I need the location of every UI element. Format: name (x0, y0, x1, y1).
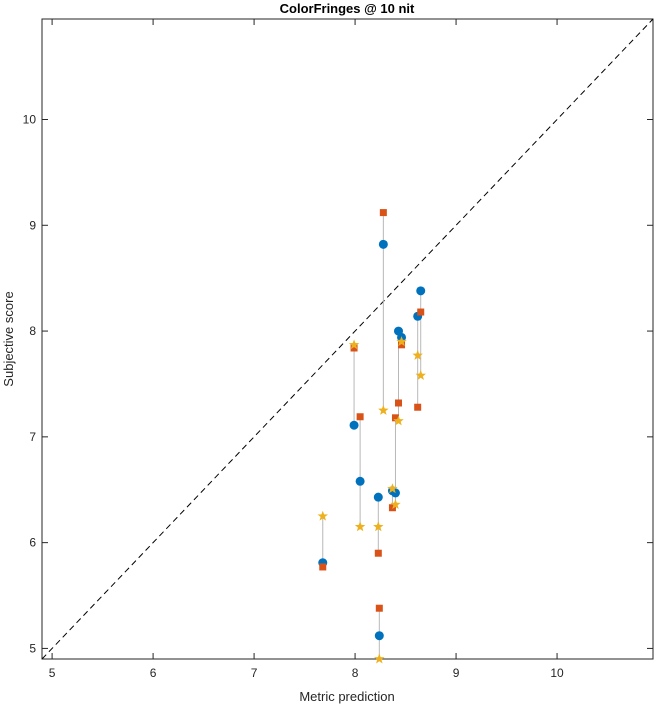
reference-diagonal-line (41, 18, 654, 660)
star-marker (317, 510, 328, 521)
square-marker (391, 414, 399, 422)
square-marker (356, 413, 364, 421)
y-tick-label: 6 (29, 536, 36, 550)
chart-title: ColorFringes @ 10 nit (280, 1, 415, 16)
star-marker (354, 521, 366, 532)
star-marker (393, 415, 404, 426)
square-marker (417, 308, 425, 316)
x-axis-label: Metric prediction (299, 689, 394, 704)
x-tick-label: 9 (453, 666, 460, 680)
circle-marker (416, 286, 426, 296)
y-tick-label: 7 (29, 430, 36, 444)
y-tick-label: 5 (29, 641, 36, 655)
star-marker (348, 339, 360, 350)
star-marker (378, 404, 389, 415)
circle-marker (355, 476, 365, 486)
x-tick-label: 5 (49, 666, 56, 680)
plot-area: 5 6 7 8 9 10 5 6 7 8 9 10 (23, 18, 654, 680)
square-marker (375, 604, 383, 612)
square-marker (398, 341, 406, 349)
square-marker (388, 504, 396, 512)
y-tick-label: 10 (23, 112, 37, 126)
circle-marker (374, 631, 384, 641)
plot-frame (41, 18, 654, 660)
circle-marker (378, 239, 388, 249)
star-marker (396, 336, 407, 347)
y-axis-label: Subjective score (1, 291, 16, 386)
square-marker (374, 549, 382, 557)
square-marker (395, 399, 403, 407)
x-tick-label: 7 (251, 666, 258, 680)
x-tick-label: 6 (150, 666, 157, 680)
star-marker (412, 349, 423, 360)
x-tick-label: 8 (352, 666, 359, 680)
square-marker (379, 209, 387, 217)
star-marker (390, 499, 401, 509)
y-tick-label: 8 (29, 324, 36, 338)
star-marker (373, 521, 384, 532)
square-marker (319, 563, 327, 571)
y-tick-label: 9 (29, 218, 36, 232)
star-marker (387, 483, 398, 494)
star-marker (415, 370, 426, 380)
x-tick-label: 10 (550, 666, 564, 680)
star-marker (374, 653, 385, 664)
square-marker (414, 403, 422, 411)
circle-marker (349, 420, 359, 430)
square-marker (350, 344, 358, 352)
circle-marker (373, 492, 383, 502)
